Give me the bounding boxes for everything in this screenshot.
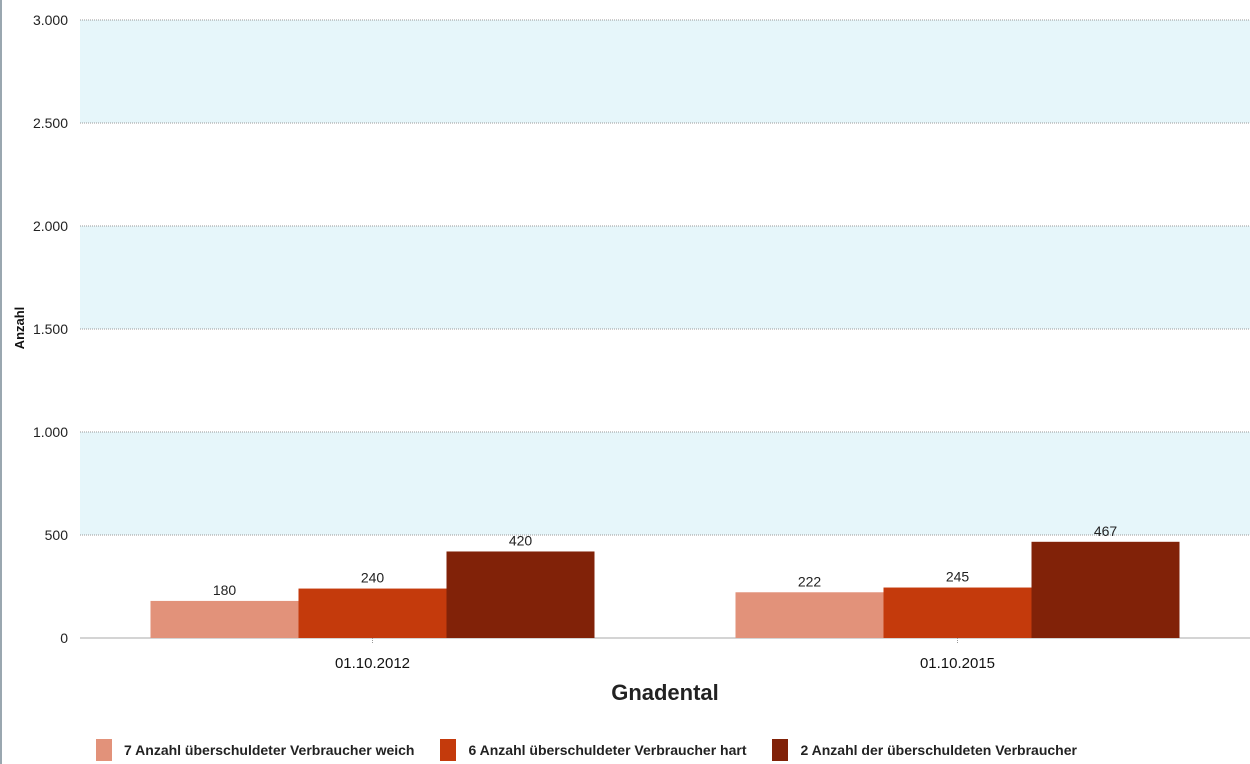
bar: [1031, 541, 1180, 638]
y-tick-label: 3.000: [33, 12, 68, 28]
background-band: [80, 123, 1250, 226]
bar: [150, 600, 299, 638]
legend-item: 2 Anzahl der überschuldeten Verbraucher: [772, 739, 1077, 761]
y-tick-label: 500: [45, 527, 69, 543]
page-border: [0, 0, 2, 764]
gridlines: [80, 19, 1250, 639]
bar: [298, 588, 447, 638]
y-tick-label: 2.500: [33, 115, 68, 131]
data-label: 222: [798, 573, 822, 589]
data-label: 180: [213, 582, 237, 598]
y-axis-title: Anzahl: [12, 307, 27, 350]
bar: [446, 551, 595, 638]
background-band: [80, 226, 1250, 329]
data-label: 467: [1094, 523, 1118, 539]
data-label: 240: [361, 570, 385, 586]
legend-label: 2 Anzahl der überschuldeten Verbraucher: [800, 742, 1077, 758]
bar: [735, 592, 884, 638]
x-tick-label: 01.10.2012: [335, 655, 410, 672]
y-tick-label: 2.000: [33, 218, 68, 234]
legend-swatch: [772, 739, 789, 761]
data-label: 420: [509, 532, 533, 548]
background-band: [80, 432, 1250, 535]
legend: 7 Anzahl überschuldeter Verbraucher weic…: [96, 737, 1103, 763]
legend-label: 6 Anzahl überschuldeter Verbraucher hart: [468, 742, 747, 758]
data-label: 245: [946, 569, 970, 585]
y-tick-label: 0: [60, 630, 68, 646]
legend-item: 7 Anzahl überschuldeter Verbraucher weic…: [96, 739, 414, 761]
legend-swatch: [440, 739, 457, 761]
background-band: [80, 20, 1250, 123]
legend-swatch: [96, 739, 112, 761]
x-axis: 01.10.2012 01.10.2015: [335, 638, 995, 672]
y-tick-label: 1.000: [33, 424, 68, 440]
legend-item: 6 Anzahl überschuldeter Verbraucher hart: [440, 739, 746, 761]
y-axis-ticks: 0 500 1.000 1.500 2.000 2.500 3.000: [33, 12, 68, 646]
legend-label: 7 Anzahl überschuldeter Verbraucher weic…: [124, 742, 415, 758]
bars: [150, 541, 1180, 638]
bar: [883, 587, 1032, 638]
background-bands: [80, 20, 1250, 638]
x-tick-label: 01.10.2015: [920, 655, 995, 672]
data-labels: 180 240 420 222 245 467: [213, 523, 1118, 598]
background-band: [80, 329, 1250, 432]
y-tick-label: 1.500: [33, 321, 68, 337]
x-axis-title: Gnadental: [611, 680, 719, 705]
